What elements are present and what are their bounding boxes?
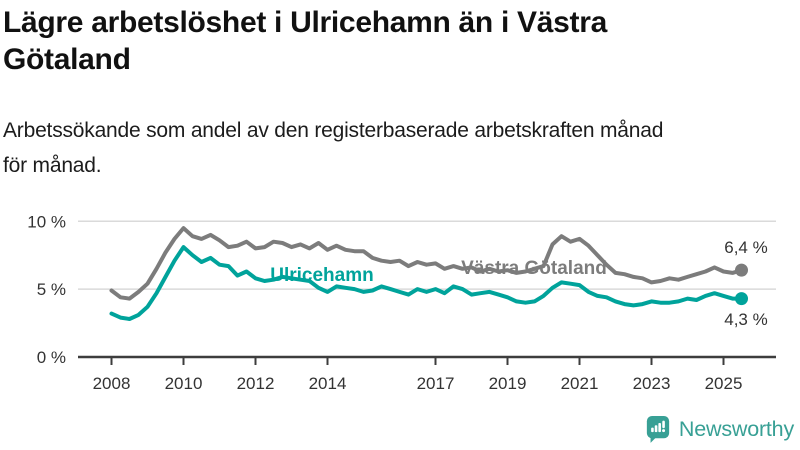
series-lines	[109, 226, 748, 321]
x-axis-tick-label: 2017	[417, 374, 455, 393]
x-axis-tick-label: 2014	[309, 374, 347, 393]
series-line-ulricehamn	[109, 245, 744, 321]
end-value-label-vastra-gotaland: 6,4 %	[724, 238, 767, 257]
series-end-dot-v-stra-g-taland	[735, 263, 748, 277]
chart-labels: Ulricehamn Västra Götaland 6,4 % 4,3 %	[270, 238, 767, 329]
y-axis-tick-label: 5 %	[37, 280, 66, 299]
end-value-label-ulricehamn: 4,3 %	[724, 310, 767, 329]
gridlines: 0 % 5 % 10 %	[27, 212, 776, 367]
y-axis-tick-label: 0 %	[37, 348, 66, 367]
y-axis-tick-label: 10 %	[27, 212, 66, 231]
subtitle-line-2: för månad.	[3, 154, 102, 177]
series-end-dot-ulricehamn	[735, 292, 748, 306]
x-axis-tick-label: 2012	[237, 374, 275, 393]
x-axis-tick-label: 2010	[165, 374, 203, 393]
x-axis-tick-label: 2019	[489, 374, 527, 393]
series-label-ulricehamn: Ulricehamn	[270, 265, 373, 286]
title-line-1: Lägre arbetslöshet i Ulricehamn än i Väs…	[3, 6, 607, 39]
page-title: Lägre arbetslöshet i Ulricehamn än i Väs…	[3, 4, 793, 78]
x-axis: 2008 2010 2012 2014 2017 2019 2021 2023 2025	[78, 355, 776, 393]
x-axis-tick-label: 2008	[93, 374, 131, 393]
subtitle-line-1: Arbetssökande som andel av den registerb…	[3, 119, 664, 142]
x-axis-tick-label: 2023	[633, 374, 671, 393]
series-line-v-stra-g-taland	[109, 226, 744, 301]
newsworthy-logo-text: Newsworthy	[678, 416, 794, 441]
title-line-2: Götaland	[3, 43, 131, 76]
chart-subtitle: Arbetssökande som andel av den registerb…	[3, 113, 793, 183]
newsworthy-logo: Newsworthy	[645, 414, 794, 444]
x-axis-tick-label: 2021	[561, 374, 599, 393]
series-label-vastra-gotaland: Västra Götaland	[461, 258, 607, 279]
x-axis-tick-label: 2025	[705, 374, 743, 393]
newsworthy-bubble-icon	[646, 416, 670, 443]
